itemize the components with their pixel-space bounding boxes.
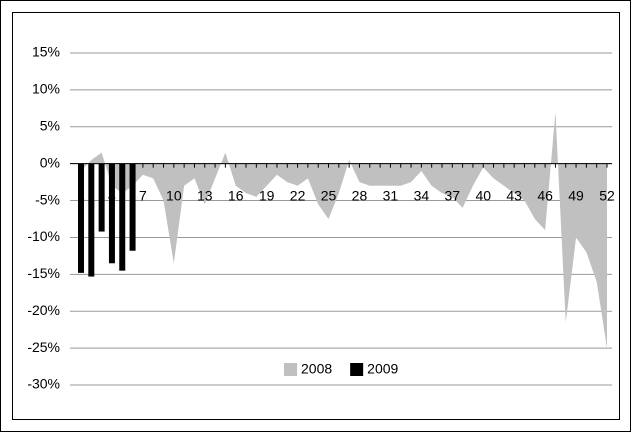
bar (108, 163, 115, 264)
x-tick-label: 40 (475, 188, 491, 204)
chart-border (12, 12, 620, 420)
x-tick-label: 1 (77, 188, 85, 204)
y-tick-label: -10% (27, 228, 60, 244)
y-tick-label: 15% (32, 44, 60, 60)
x-tick-label: 16 (228, 188, 244, 204)
y-tick-label: -25% (27, 339, 60, 355)
x-tick-label: 43 (506, 188, 522, 204)
x-tick-label: 34 (414, 188, 430, 204)
x-tick-label: 37 (445, 188, 461, 204)
x-tick-label: 22 (290, 188, 306, 204)
y-tick-label: 5% (40, 117, 60, 133)
legend-label: 2008 (301, 361, 332, 377)
legend-swatch (350, 363, 364, 376)
bar (129, 163, 136, 251)
y-tick-label: -20% (27, 302, 60, 318)
x-tick-label: 31 (383, 188, 399, 204)
x-tick-label: 7 (139, 188, 147, 204)
x-tick-label: 13 (197, 188, 213, 204)
x-tick-label: 4 (108, 188, 116, 204)
x-tick-label: 52 (599, 188, 615, 204)
legend-swatch (284, 363, 297, 376)
y-tick-label: -5% (35, 191, 60, 207)
bar (98, 163, 105, 232)
x-tick-label: 19 (259, 188, 275, 204)
y-tick-label: 0% (40, 154, 60, 170)
y-tick-label: -30% (27, 376, 60, 392)
x-tick-label: 49 (568, 188, 584, 204)
y-tick-label: 10% (32, 81, 60, 97)
x-tick-label: 28 (352, 188, 368, 204)
x-tick-label: 46 (537, 188, 553, 204)
bar (119, 163, 126, 271)
area (81, 112, 607, 349)
bar (88, 163, 95, 277)
bar (78, 163, 84, 273)
x-tick-label: 25 (321, 188, 337, 204)
legend-label: 2009 (367, 361, 398, 377)
x-tick-label: 10 (166, 188, 182, 204)
y-tick-label: -15% (27, 265, 60, 281)
